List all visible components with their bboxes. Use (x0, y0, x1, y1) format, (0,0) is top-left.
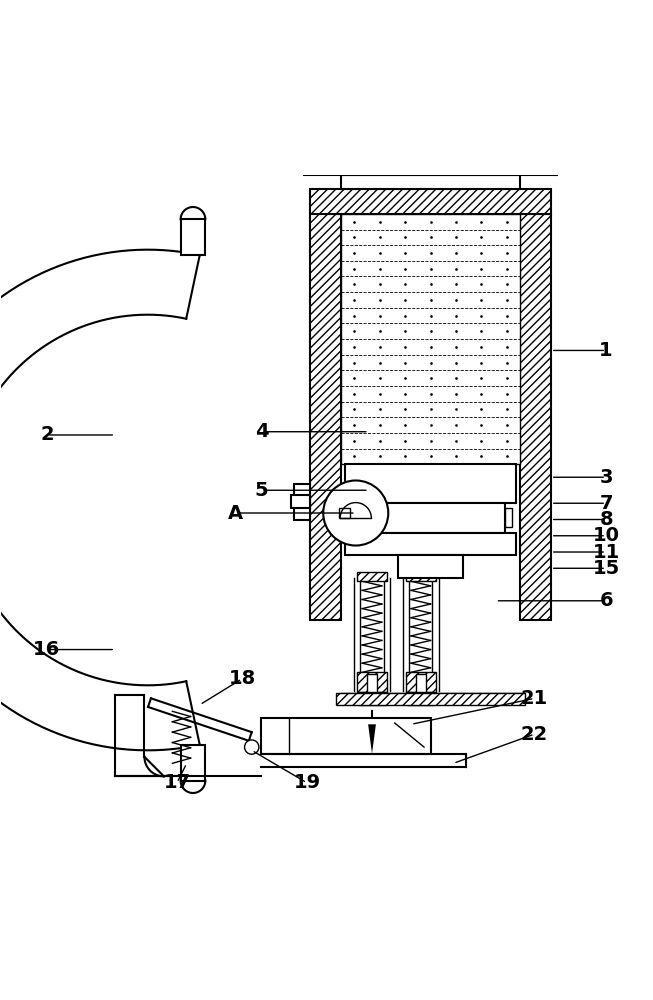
Text: 16: 16 (33, 640, 61, 659)
Bar (505, 508, 512, 527)
Circle shape (245, 740, 259, 754)
Text: 19: 19 (293, 773, 321, 792)
Polygon shape (368, 724, 376, 754)
Bar (310, 214, 342, 620)
Bar (398, 555, 463, 578)
Bar (357, 503, 505, 533)
Bar (406, 672, 436, 692)
Text: 4: 4 (255, 422, 268, 441)
Bar (358, 692, 386, 705)
Text: 18: 18 (229, 669, 255, 688)
Text: A: A (228, 504, 243, 523)
Bar (181, 219, 205, 255)
Text: 2: 2 (40, 425, 54, 444)
Text: 22: 22 (521, 725, 549, 744)
Bar (342, 214, 520, 464)
Bar (342, 175, 520, 189)
Bar (291, 495, 310, 508)
Bar (406, 572, 436, 581)
Bar (336, 693, 525, 705)
Text: 10: 10 (592, 526, 620, 545)
Bar (310, 189, 551, 214)
Bar (520, 214, 551, 620)
Bar (367, 674, 377, 692)
Bar (407, 692, 434, 705)
Text: 5: 5 (255, 481, 268, 500)
Bar (294, 484, 310, 520)
Text: 15: 15 (592, 559, 620, 578)
Circle shape (323, 480, 389, 546)
Bar (304, 168, 556, 175)
Bar (345, 533, 517, 555)
Text: 1: 1 (599, 341, 613, 360)
Text: 11: 11 (592, 543, 620, 562)
Bar (345, 464, 517, 503)
Text: 8: 8 (599, 510, 613, 529)
Bar (349, 508, 357, 527)
Bar (339, 508, 349, 518)
Text: 6: 6 (599, 591, 613, 610)
Text: 7: 7 (599, 494, 613, 513)
Bar (181, 745, 205, 781)
Text: 17: 17 (163, 773, 191, 792)
Text: 3: 3 (599, 468, 613, 487)
Bar (357, 572, 387, 581)
Text: 21: 21 (521, 689, 549, 708)
Bar (415, 674, 426, 692)
Bar (261, 718, 430, 754)
Bar (357, 672, 387, 692)
